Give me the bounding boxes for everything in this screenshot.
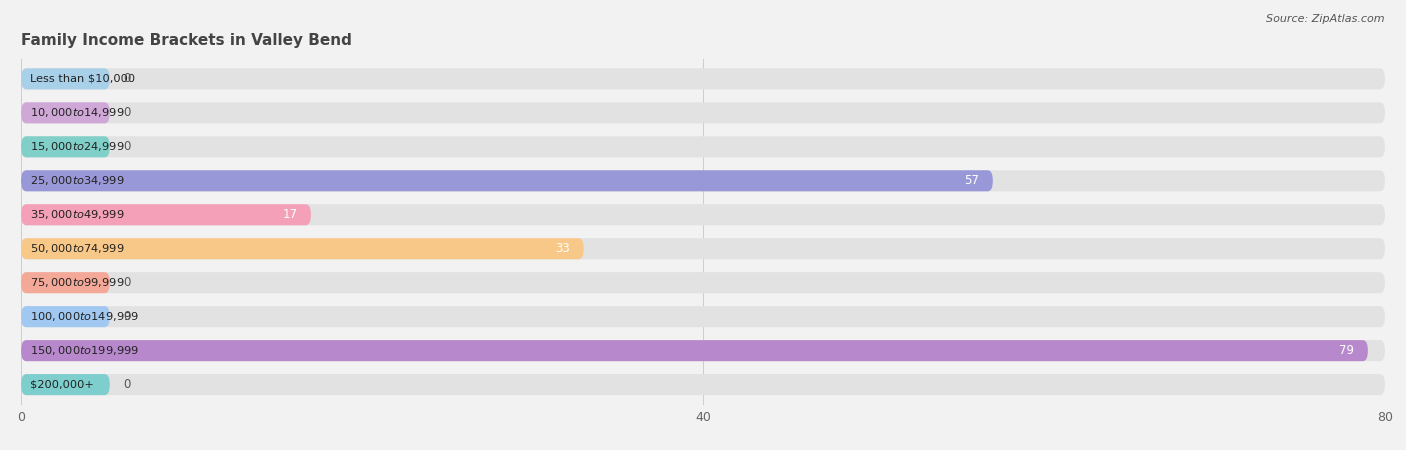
- Text: 0: 0: [124, 276, 131, 289]
- FancyBboxPatch shape: [21, 170, 993, 191]
- Text: $75,000 to $99,999: $75,000 to $99,999: [30, 276, 124, 289]
- FancyBboxPatch shape: [21, 136, 1385, 158]
- FancyBboxPatch shape: [21, 102, 110, 123]
- Text: 0: 0: [124, 310, 131, 323]
- FancyBboxPatch shape: [21, 102, 1385, 123]
- Text: Less than $10,000: Less than $10,000: [30, 74, 135, 84]
- Text: 17: 17: [283, 208, 297, 221]
- FancyBboxPatch shape: [21, 68, 110, 90]
- FancyBboxPatch shape: [21, 306, 1385, 327]
- Text: $150,000 to $199,999: $150,000 to $199,999: [30, 344, 139, 357]
- FancyBboxPatch shape: [21, 272, 1385, 293]
- FancyBboxPatch shape: [21, 238, 583, 259]
- Text: 0: 0: [124, 140, 131, 153]
- Text: 0: 0: [124, 72, 131, 86]
- FancyBboxPatch shape: [21, 170, 1385, 191]
- Text: $25,000 to $34,999: $25,000 to $34,999: [30, 174, 124, 187]
- FancyBboxPatch shape: [21, 136, 110, 158]
- Text: 0: 0: [124, 106, 131, 119]
- Text: $10,000 to $14,999: $10,000 to $14,999: [30, 106, 124, 119]
- Text: $35,000 to $49,999: $35,000 to $49,999: [30, 208, 124, 221]
- FancyBboxPatch shape: [21, 374, 1385, 395]
- Text: Family Income Brackets in Valley Bend: Family Income Brackets in Valley Bend: [21, 32, 351, 48]
- Text: $100,000 to $149,999: $100,000 to $149,999: [30, 310, 139, 323]
- FancyBboxPatch shape: [21, 272, 110, 293]
- FancyBboxPatch shape: [21, 340, 1368, 361]
- FancyBboxPatch shape: [21, 374, 110, 395]
- Text: 57: 57: [965, 174, 979, 187]
- FancyBboxPatch shape: [21, 306, 110, 327]
- FancyBboxPatch shape: [21, 238, 1385, 259]
- Text: $200,000+: $200,000+: [30, 380, 93, 390]
- Text: 33: 33: [555, 242, 569, 255]
- FancyBboxPatch shape: [21, 204, 311, 225]
- FancyBboxPatch shape: [21, 204, 1385, 225]
- Text: 0: 0: [124, 378, 131, 391]
- Text: 79: 79: [1340, 344, 1354, 357]
- FancyBboxPatch shape: [21, 68, 1385, 90]
- Text: $15,000 to $24,999: $15,000 to $24,999: [30, 140, 124, 153]
- FancyBboxPatch shape: [21, 340, 1385, 361]
- Text: Source: ZipAtlas.com: Source: ZipAtlas.com: [1267, 14, 1385, 23]
- Text: $50,000 to $74,999: $50,000 to $74,999: [30, 242, 124, 255]
